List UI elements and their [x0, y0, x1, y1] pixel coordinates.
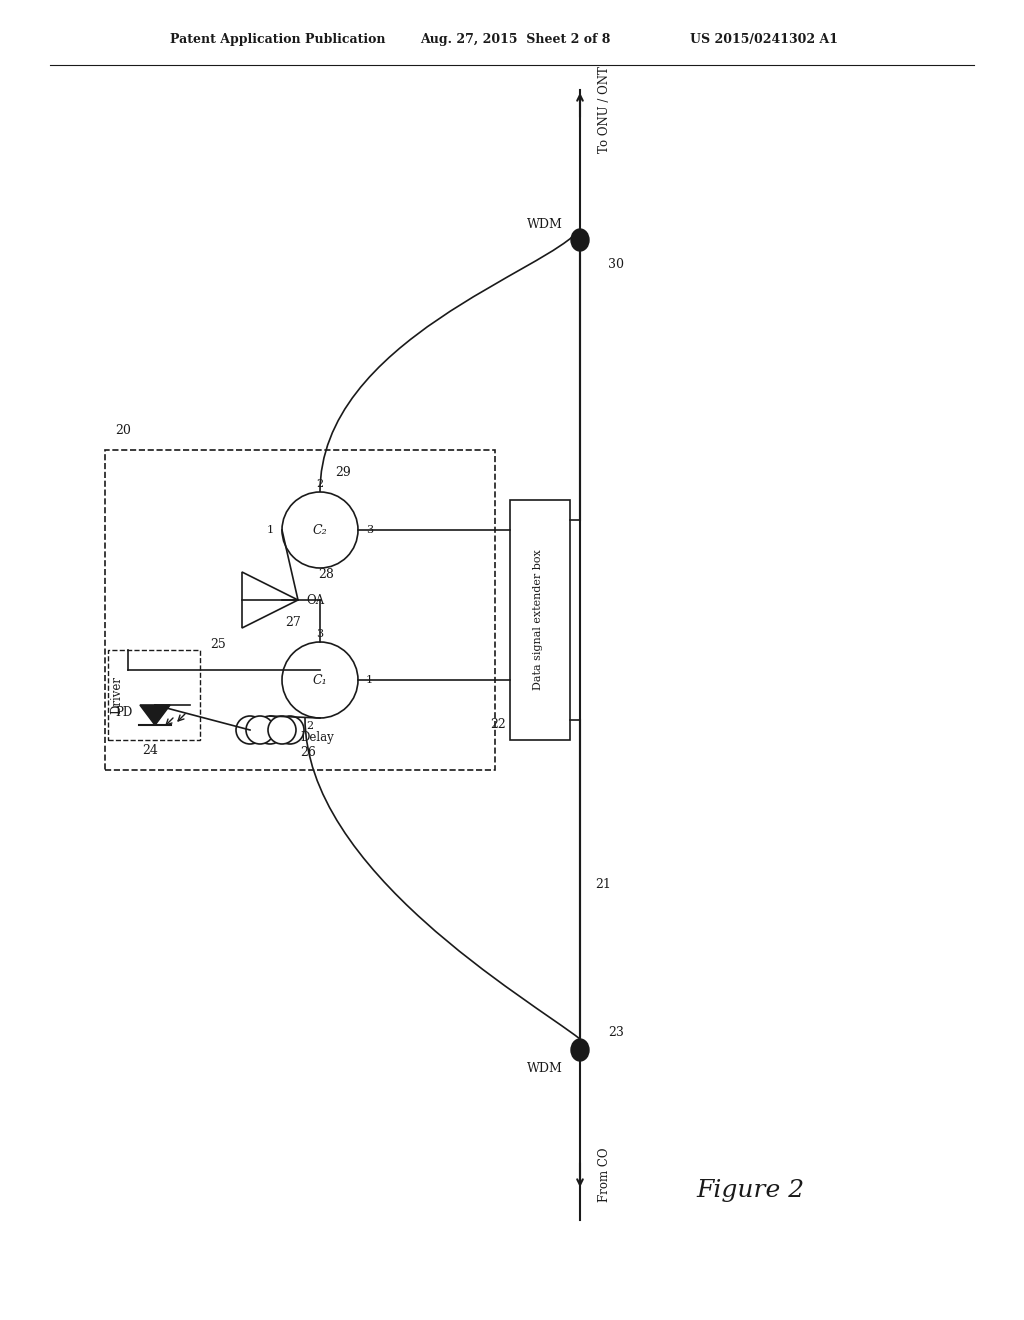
Text: 27: 27: [285, 615, 301, 628]
Text: 30: 30: [608, 259, 624, 272]
Circle shape: [256, 715, 284, 744]
Text: 1: 1: [366, 675, 373, 685]
Ellipse shape: [571, 1039, 589, 1061]
Text: 24: 24: [142, 743, 158, 756]
Text: PD: PD: [116, 705, 133, 718]
Ellipse shape: [571, 228, 589, 251]
Text: 29: 29: [335, 466, 351, 479]
Text: Data signal extender box: Data signal extender box: [534, 549, 543, 690]
Text: 3: 3: [366, 525, 373, 535]
Text: C₂: C₂: [312, 524, 328, 536]
Text: To ONU / ONT: To ONU / ONT: [598, 66, 611, 153]
Text: Figure 2: Figure 2: [696, 1179, 804, 1201]
Text: WDM: WDM: [527, 1061, 563, 1074]
Polygon shape: [242, 572, 298, 628]
Text: Aug. 27, 2015  Sheet 2 of 8: Aug. 27, 2015 Sheet 2 of 8: [420, 33, 610, 46]
Text: 28: 28: [318, 569, 334, 582]
Bar: [108, 649, 200, 741]
Bar: [105, 450, 495, 770]
Text: 22: 22: [490, 718, 506, 731]
Text: 20: 20: [115, 424, 131, 437]
Text: 2: 2: [316, 479, 324, 488]
Circle shape: [268, 715, 296, 744]
Circle shape: [282, 492, 358, 568]
Bar: [510, 500, 570, 741]
Text: From CO: From CO: [598, 1148, 611, 1203]
Text: Driver: Driver: [110, 676, 123, 714]
Text: Patent Application Publication: Patent Application Publication: [170, 33, 385, 46]
Text: 25: 25: [210, 639, 225, 652]
Text: Delay: Delay: [300, 731, 334, 744]
Text: 26: 26: [300, 746, 315, 759]
Text: 21: 21: [595, 879, 611, 891]
Text: 23: 23: [608, 1026, 624, 1039]
Text: OA: OA: [306, 594, 325, 606]
Circle shape: [236, 715, 264, 744]
Text: 3: 3: [316, 630, 324, 639]
Text: 1: 1: [267, 525, 274, 535]
Circle shape: [276, 715, 304, 744]
Circle shape: [282, 642, 358, 718]
Circle shape: [246, 715, 274, 744]
Text: 2: 2: [306, 721, 313, 731]
Text: C₁: C₁: [312, 673, 328, 686]
Text: WDM: WDM: [527, 219, 563, 231]
Text: US 2015/0241302 A1: US 2015/0241302 A1: [690, 33, 838, 46]
Polygon shape: [140, 705, 170, 725]
